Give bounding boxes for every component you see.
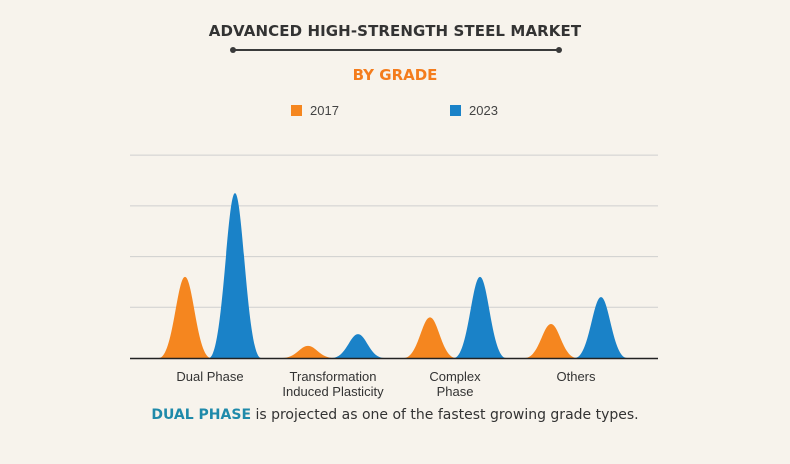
footnote-highlight: DUAL PHASE [151, 407, 252, 423]
peak-2023-2 [454, 276, 506, 358]
footnote: DUAL PHASE is projected as one of the fa… [0, 407, 790, 423]
legend-label-2023: 2023 [469, 103, 498, 118]
legend-item-2017: 2017 [291, 103, 339, 118]
x-tick-label: Dual Phase [176, 369, 244, 384]
peak-2023-0 [209, 193, 261, 358]
peak-2017-1 [282, 345, 334, 358]
legend-swatch-2023 [450, 105, 461, 116]
peak-2023-3 [575, 297, 627, 358]
legend-label-2017: 2017 [310, 103, 339, 118]
peak-2017-0 [159, 276, 211, 358]
underline-right-dot [556, 47, 562, 53]
x-tick-label: Others [556, 369, 596, 384]
chart-title: ADVANCED HIGH-STRENGTH STEEL MARKET [208, 22, 582, 40]
peak-2017-2 [404, 317, 456, 358]
footnote-text: is projected as one of the fastest growi… [251, 407, 639, 423]
peak-2023-1 [332, 334, 384, 358]
x-tick-label: Complex Phase [429, 369, 481, 399]
x-tick-label: Transformation Induced Plasticity [282, 369, 384, 399]
legend-item-2023: 2023 [450, 103, 498, 118]
legend-swatch-2017 [291, 105, 302, 116]
title-underline [233, 49, 559, 51]
peak-2017-3 [525, 324, 577, 358]
chart-subtitle: BY GRADE [352, 66, 438, 84]
underline-left-dot [230, 47, 236, 53]
